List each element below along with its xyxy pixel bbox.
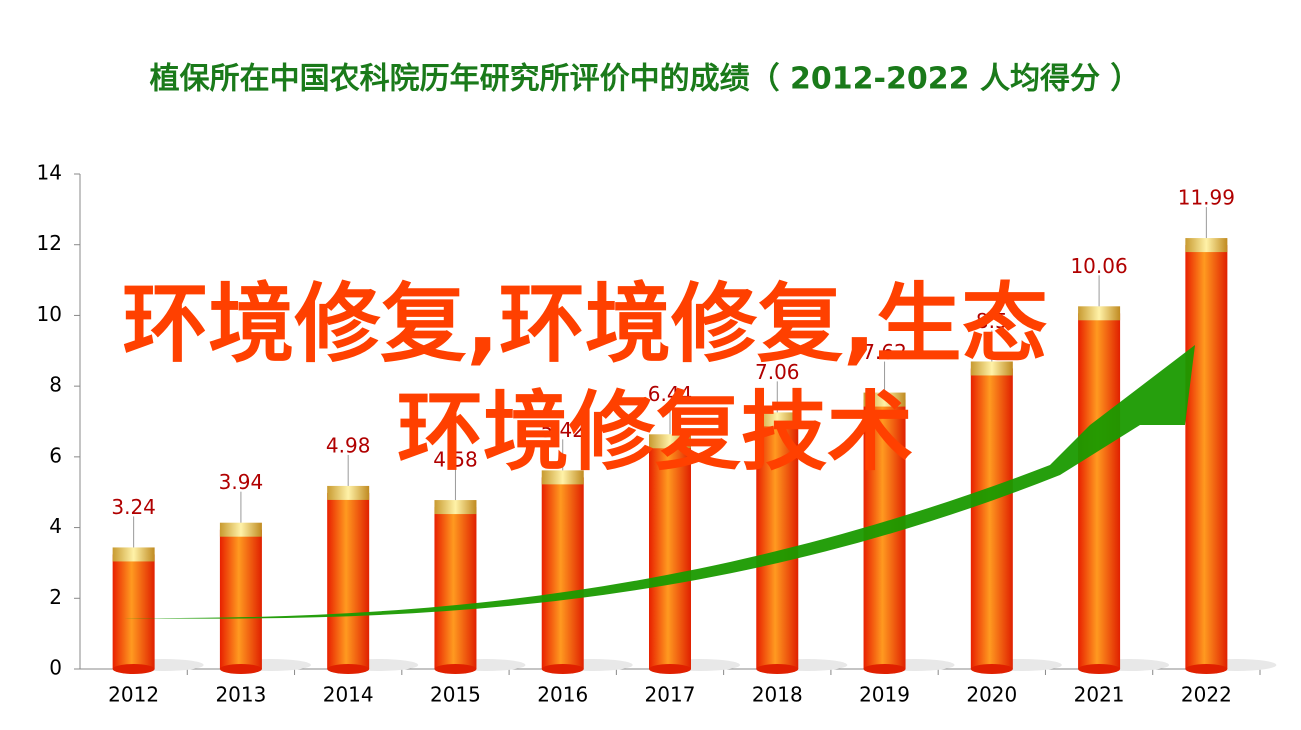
value-label: 7.62 [862,340,907,364]
x-tick-label: 2021 [1074,683,1125,707]
value-label: 4.98 [326,433,371,457]
bar-base [970,664,1013,674]
x-tick-label: 2014 [323,683,374,707]
value-label: 5.42 [540,418,585,442]
bar-cap [1078,306,1121,321]
bar [756,419,799,669]
bar [112,554,155,669]
bar-cap [970,361,1013,376]
x-tick-label: 2019 [859,683,910,707]
y-tick-label: 2 [49,585,62,609]
bar-base [219,664,262,674]
bar-base [327,664,370,674]
bar [649,441,691,669]
value-label: 3.24 [111,495,156,519]
watermark: 环境修复,环境修复,生态 [122,274,1047,374]
bar [327,492,370,669]
bar-cap [112,547,155,562]
y-tick-label: 6 [49,443,62,467]
bar [219,529,262,669]
bar-cap [649,434,691,449]
bar-base [1078,664,1121,674]
bar [970,368,1013,669]
y-tick-label: 4 [49,514,62,538]
value-label: 3.94 [219,470,264,494]
bar-base [756,664,799,674]
x-tick-label: 2013 [215,683,266,707]
bars: 0 2 4 6 8 10 12 14 2012 3.24 2013 3.94 2014 4.98 2015 4… [37,161,1277,707]
value-label: 11.99 [1178,186,1235,210]
bar-cap [1185,238,1228,253]
x-tick-label: 2015 [430,683,481,707]
bar-cap [863,392,906,407]
bar-base [112,664,155,674]
bar-base [863,664,906,674]
value-label: 7.06 [755,360,800,384]
bar-cap [327,485,370,500]
bar-base [1185,664,1228,674]
y-tick-label: 10 [37,302,62,326]
x-tick-label: 2016 [537,683,588,707]
x-tick-label: 2012 [108,683,159,707]
bar-cap [756,412,799,427]
watermark: 环境修复技术 [397,382,913,482]
y-tick-label: 0 [49,656,62,680]
bar-base [541,664,584,674]
bar-cap [541,470,584,485]
x-tick-label: 2022 [1181,683,1232,707]
x-tick-label: 2017 [645,683,696,707]
y-tick-label: 14 [37,161,62,185]
bar [541,477,584,669]
bar [1185,245,1228,669]
bar-base [434,664,477,674]
bar [1078,313,1121,669]
y-tick-label: 12 [37,231,62,255]
value-label: 8.5 [976,309,1008,333]
y-tick-label: 8 [49,373,62,397]
bar-base [649,664,691,674]
x-tick-label: 2018 [752,683,803,707]
bar [434,507,477,669]
bar-cap [219,522,262,537]
bar-cap [434,500,477,515]
chart-title: 植保所在中国农科院历年研究所评价中的成绩（ 2012-2022 人均得分 ） [150,62,1141,97]
value-label: 6.44 [648,382,693,406]
x-tick-label: 2020 [966,683,1017,707]
value-label: 4.58 [433,448,478,472]
value-label: 10.06 [1070,254,1127,278]
